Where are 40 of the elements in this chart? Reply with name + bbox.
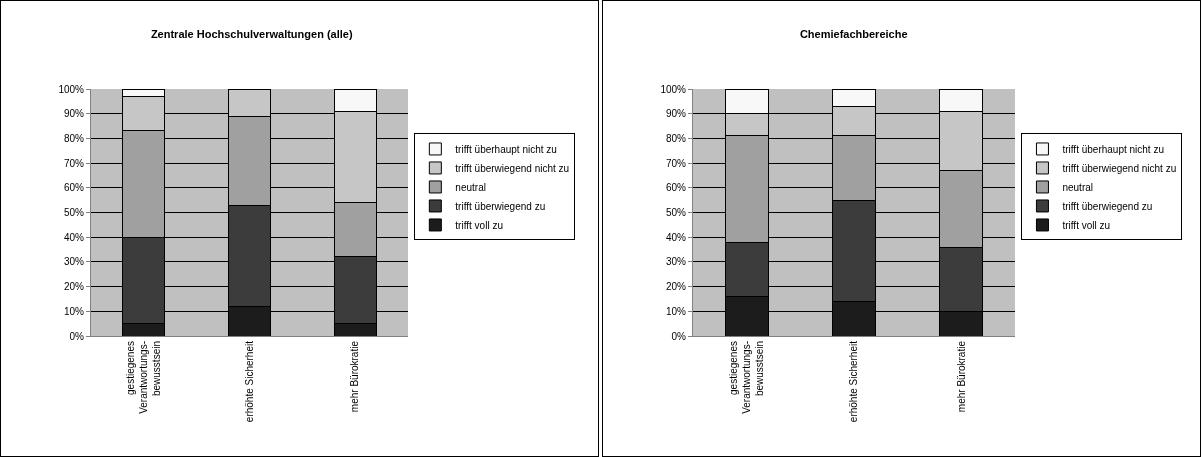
- chart-title: Chemiefachbereiche: [799, 28, 908, 41]
- x-tick-label: erhöhte Sicherheit: [243, 340, 255, 423]
- x-tick-label: mehr Bürokratie: [349, 340, 361, 413]
- x-tick-label: gestiegenes Verantwortungs- bewusstsein: [727, 341, 765, 414]
- y-tick-label: 70%: [63, 157, 85, 169]
- y-tick-label: 0%: [671, 330, 687, 342]
- x-tick-label: erhöhte Sicherheit: [848, 340, 860, 423]
- y-tick-label: 80%: [63, 132, 85, 144]
- y-tick-label: 100%: [58, 83, 85, 95]
- y-tick-label: 90%: [63, 108, 85, 120]
- y-tick-label: 100%: [660, 83, 687, 95]
- y-tick-label: 40%: [63, 231, 85, 243]
- legend-label: trifft überhaupt nicht zu: [455, 143, 557, 155]
- legend-label: neutral: [1062, 181, 1094, 193]
- y-tick-label: 20%: [63, 281, 85, 293]
- chart-title: Zentrale Hochschulverwaltungen (alle): [150, 28, 353, 41]
- legend-label: trifft überwiegend zu: [1062, 200, 1153, 212]
- legend-label: trifft überwiegend nicht zu: [455, 162, 570, 174]
- y-tick-label: 10%: [665, 305, 687, 317]
- y-tick-label: 60%: [665, 182, 687, 194]
- x-tick-label: gestiegenes Verantwortungs- bewusstsein: [125, 341, 163, 414]
- y-tick-label: 30%: [665, 256, 687, 268]
- y-tick-label: 0%: [69, 330, 85, 342]
- legend-label: trifft überwiegend zu: [455, 200, 546, 212]
- y-tick-label: 40%: [665, 231, 687, 243]
- legend-label: trifft überhaupt nicht zu: [1062, 143, 1164, 155]
- y-tick-label: 50%: [665, 207, 687, 218]
- legend-label: neutral: [455, 181, 486, 193]
- y-tick-label: 90%: [665, 108, 687, 120]
- y-tick-label: 80%: [665, 132, 687, 144]
- y-tick-label: 20%: [665, 281, 687, 293]
- y-tick-label: 10%: [63, 305, 85, 317]
- x-tick-label: mehr Bürokratie: [955, 340, 967, 413]
- legend-label: trifft überwiegend nicht zu: [1062, 162, 1177, 174]
- y-tick-label: 60%: [63, 182, 85, 194]
- legend-label: trifft voll zu: [455, 219, 503, 231]
- y-tick-label: 50%: [63, 207, 85, 218]
- y-tick-label: 30%: [63, 256, 85, 268]
- y-tick-label: 70%: [665, 157, 687, 169]
- legend-label: trifft voll zu: [1062, 219, 1111, 231]
